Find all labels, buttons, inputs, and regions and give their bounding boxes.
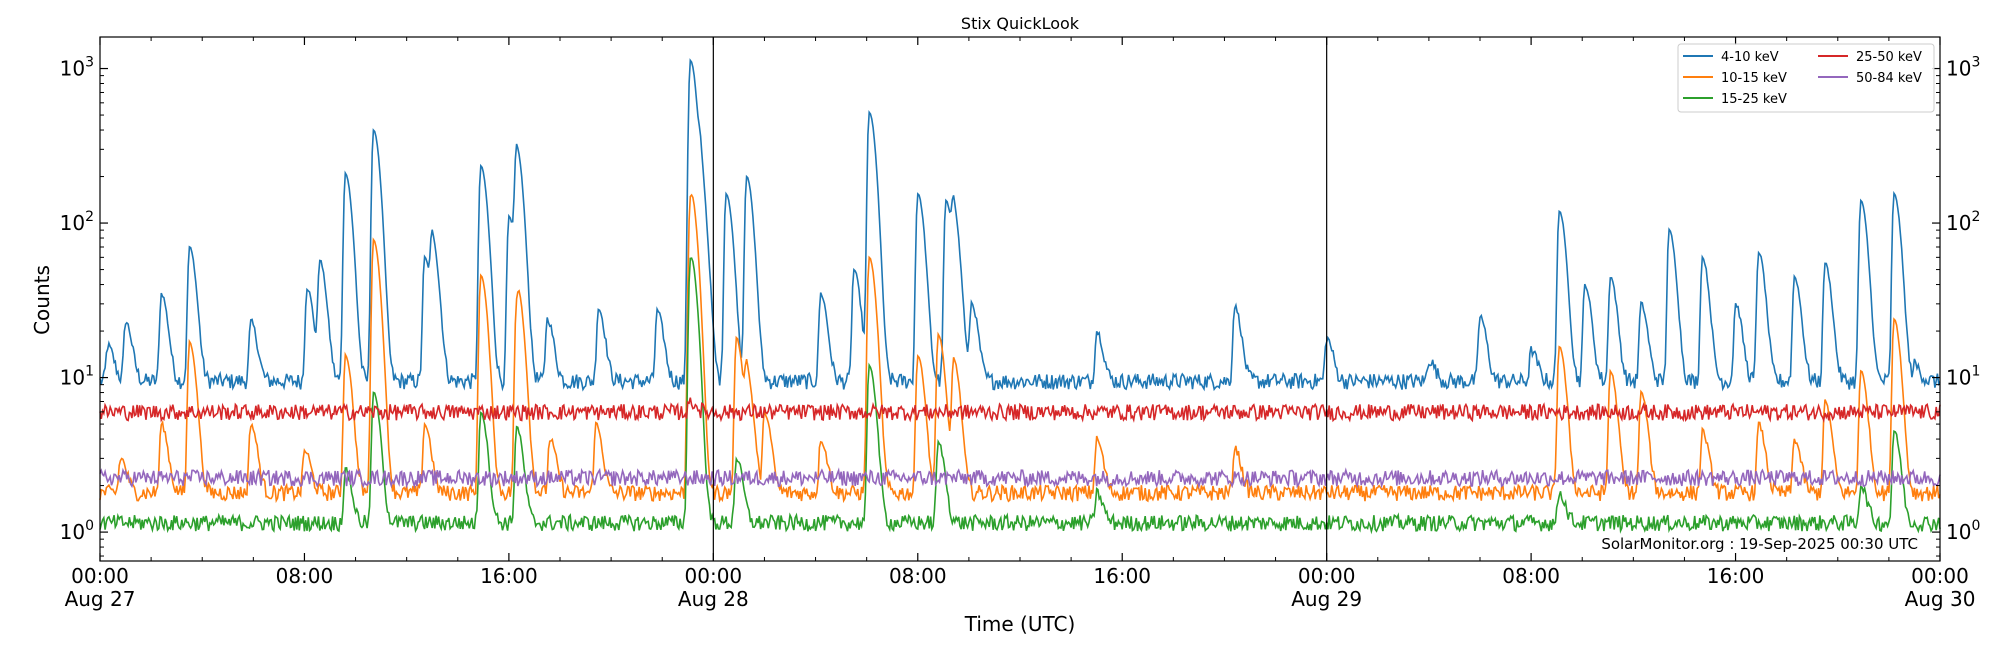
legend-label: 10-15 keV xyxy=(1721,71,1787,86)
y-tick-label-right: 102 xyxy=(1946,209,1980,235)
legend-box xyxy=(1677,43,1935,113)
series-line-2 xyxy=(99,193,1941,504)
x-tick-date-label: Aug 30 xyxy=(1905,587,1976,611)
x-tick-date-label: Aug 29 xyxy=(1291,587,1362,611)
y-tick-label-left: 101 xyxy=(60,364,94,390)
series-line-5 xyxy=(99,467,1941,490)
legend-label: 4-10 keV xyxy=(1721,50,1779,65)
plot-frame xyxy=(99,36,1941,562)
legend-label: 50-84 keV xyxy=(1856,71,1922,86)
x-tick-date-label: Aug 27 xyxy=(65,587,136,611)
day-boundary-lines xyxy=(712,37,1328,561)
legend: 4-10 keV 10-15 keV 15-25 keV 25-50 keV 50-84… xyxy=(1677,43,1935,113)
legend-label: 25-50 keV xyxy=(1856,50,1922,65)
x-tick-label: 08:00 xyxy=(1502,564,1560,588)
y-tick-label-right: 103 xyxy=(1946,55,1980,81)
y-tick-label-left: 103 xyxy=(60,55,94,81)
series-line-4 xyxy=(99,397,1941,424)
source-annotation: SolarMonitor.org : 19-Sep-2025 00:30 UTC xyxy=(1601,535,1918,553)
y-tick-label-right: 101 xyxy=(1946,364,1980,390)
x-tick-label: 16:00 xyxy=(480,564,538,588)
x-axis-label: Time (UTC) xyxy=(964,612,1076,636)
y-tick-label-left: 100 xyxy=(60,518,94,544)
x-tick-date-label: Aug 28 xyxy=(678,587,749,611)
x-tick-label: 00:00 xyxy=(685,564,743,588)
y-tick-label-left: 102 xyxy=(60,209,94,235)
x-tick-label: 16:00 xyxy=(1707,564,1765,588)
chart-title: Stix QuickLook xyxy=(961,14,1080,33)
x-tick-label: 08:00 xyxy=(276,564,334,588)
legend-label: 15-25 keV xyxy=(1721,92,1787,107)
x-tick-label: 00:00 xyxy=(1911,564,1969,588)
x-tick-label: 08:00 xyxy=(889,564,947,588)
series-line-3 xyxy=(99,257,1941,535)
series-line-1 xyxy=(99,58,1941,392)
x-tick-label: 00:00 xyxy=(71,564,129,588)
x-tick-label: 00:00 xyxy=(1298,564,1356,588)
y-tick-label-right: 100 xyxy=(1946,518,1980,544)
x-tick-label: 16:00 xyxy=(1093,564,1151,588)
series-layer xyxy=(99,58,1941,535)
y-axis-label: Counts xyxy=(30,265,54,335)
